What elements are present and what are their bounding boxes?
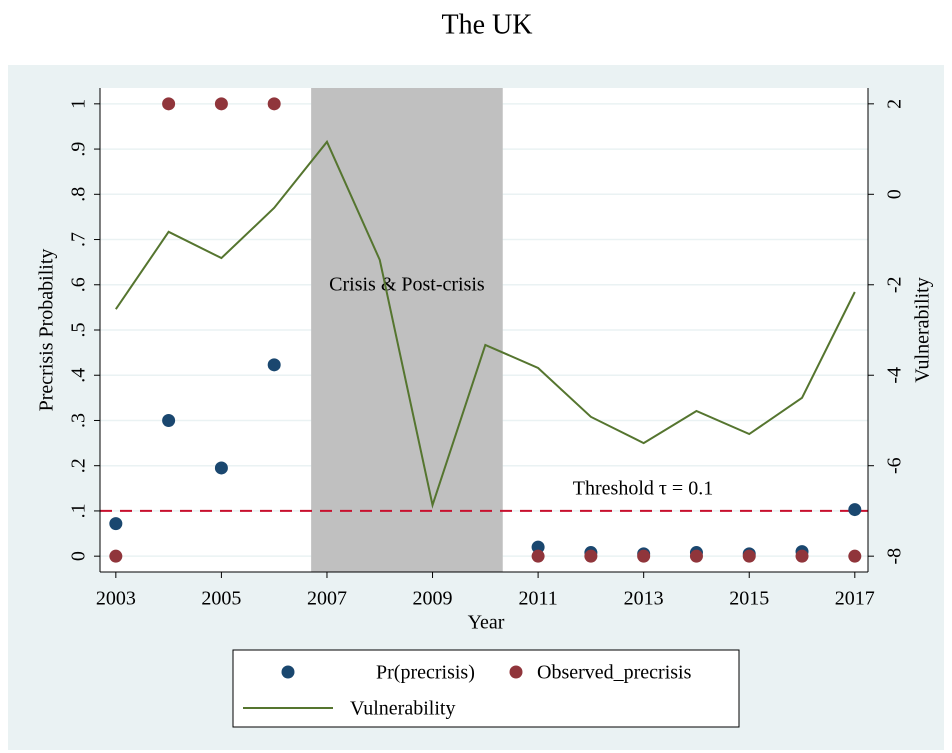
y2-tick-label: -6 <box>884 457 906 474</box>
x-tick-label: 2013 <box>624 588 664 610</box>
y-tick-label: .2 <box>68 458 90 473</box>
scatter-point <box>162 413 176 427</box>
series-line <box>115 139 856 509</box>
x-tick-label: 2003 <box>96 588 136 610</box>
scatter-point <box>214 97 228 111</box>
scatter-point <box>162 97 176 111</box>
scatter-point <box>848 549 862 563</box>
scatter-point <box>848 503 862 517</box>
legend-swatch <box>281 665 295 679</box>
y2-tick-label: 2 <box>884 99 906 109</box>
y2-tick-label: -2 <box>884 276 906 293</box>
y-tick-label: 1 <box>68 99 90 109</box>
scatter-point <box>531 540 545 554</box>
chart-title: The UK <box>442 9 533 40</box>
scatter-point <box>531 549 545 563</box>
scatter-point <box>584 549 598 563</box>
scatter-point <box>742 549 756 563</box>
legend-swatch <box>509 665 523 679</box>
x-tick-label: 2011 <box>518 588 557 610</box>
x-tick-label: 2015 <box>729 588 769 610</box>
y2-tick-label: -8 <box>884 548 906 565</box>
y-tick-label: .5 <box>68 323 90 338</box>
scatter-point <box>267 97 281 111</box>
y-tick-label: .3 <box>68 413 90 428</box>
y-tick-label: .1 <box>68 503 90 518</box>
scatter-point <box>267 358 281 372</box>
y2-tick-label: 0 <box>884 189 906 199</box>
y-tick-label: .6 <box>68 277 90 292</box>
x-tick-label: 2009 <box>413 588 453 610</box>
y2-axis-title: Vulnerability <box>912 277 934 382</box>
scatter-point <box>214 461 228 475</box>
y-tick-label: 0 <box>68 551 90 561</box>
scatter-point <box>637 549 651 563</box>
x-tick-label: 2007 <box>307 588 347 610</box>
scatter-point <box>795 549 809 563</box>
y-axis-title: Precrisis Probability <box>36 249 58 412</box>
x-axis-title: Year <box>468 612 505 634</box>
scatter-point <box>109 549 123 563</box>
legend-label: Observed_precrisis <box>537 662 692 684</box>
y-tick-label: .4 <box>68 368 90 383</box>
x-tick-label: 2017 <box>835 588 875 610</box>
scatter-point <box>109 517 123 531</box>
legend-label: Vulnerability <box>350 698 455 720</box>
shaded-region <box>311 88 503 572</box>
legend-label: Pr(precrisis) <box>376 662 475 684</box>
x-tick-label: 2005 <box>201 588 241 610</box>
scatter-point <box>689 549 703 563</box>
y-tick-label: .7 <box>68 232 90 247</box>
shade-label: Crisis & Post-crisis <box>329 274 485 296</box>
y-tick-label: .9 <box>68 142 90 157</box>
threshold-label: Threshold τ = 0.1 <box>573 478 713 500</box>
y2-tick-label: -4 <box>884 367 906 384</box>
legend <box>232 649 740 728</box>
y-tick-label: .8 <box>68 187 90 202</box>
